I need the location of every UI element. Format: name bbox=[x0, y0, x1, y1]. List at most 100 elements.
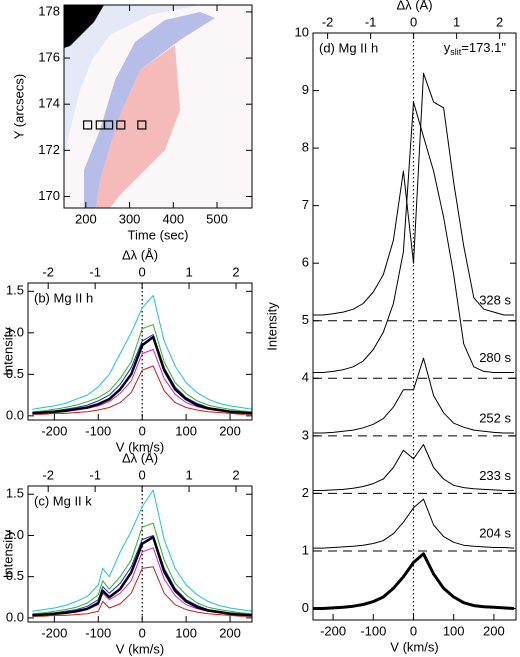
y-tick-label: 174 bbox=[38, 96, 60, 111]
plot-frame bbox=[63, 4, 253, 209]
marker bbox=[103, 120, 114, 130]
y-tick-label: 170 bbox=[38, 188, 60, 203]
map-light-blue bbox=[64, 5, 200, 160]
x-tick-label: -200 bbox=[320, 623, 346, 638]
panel-title: (c) Mg II k bbox=[34, 493, 92, 508]
y-tick-label: 0 bbox=[302, 600, 309, 615]
x-axis-title: V (km/s) bbox=[390, 639, 438, 654]
annotation-part: slit bbox=[450, 47, 461, 57]
y-tick-label: 1 bbox=[302, 542, 309, 557]
x2-axis-title: Δλ (Å) bbox=[122, 450, 158, 465]
annotation: yslit=173.1" bbox=[444, 40, 507, 57]
x-tick-label: 100 bbox=[443, 623, 465, 638]
y-tick-label: 0.0 bbox=[6, 407, 24, 422]
panel-title: (d) Mg II h bbox=[319, 40, 378, 55]
intensity-map bbox=[64, 5, 252, 208]
plot-area bbox=[313, 33, 516, 620]
y-tick-label: 5 bbox=[302, 312, 309, 327]
y-tick-label: 9 bbox=[302, 82, 309, 97]
x-tick-label: -200 bbox=[41, 423, 67, 438]
y-tick-label: 1.5 bbox=[6, 486, 24, 501]
profile-line bbox=[32, 489, 252, 612]
y-tick-label: 0.0 bbox=[6, 609, 24, 624]
x2-tick-label: 1 bbox=[185, 467, 192, 482]
y-tick-label: 0.5 bbox=[6, 568, 24, 583]
y-axis-title: Intensity bbox=[0, 529, 15, 578]
x2-tick-label: 1 bbox=[185, 264, 192, 279]
y-axis-title: Y (arcsecs) bbox=[11, 74, 26, 140]
x-tick-label: -100 bbox=[360, 623, 386, 638]
x2-tick-label: -1 bbox=[89, 467, 101, 482]
x-axis-title: V (km/s) bbox=[116, 439, 164, 454]
x-tick-label: 200 bbox=[219, 625, 241, 640]
x-tick-label: -100 bbox=[85, 423, 111, 438]
x2-tick-label: -2 bbox=[42, 264, 54, 279]
y-tick-label: 0.5 bbox=[6, 366, 24, 381]
x-axis-title: Time (sec) bbox=[128, 227, 189, 242]
x-tick-label: -200 bbox=[41, 625, 67, 640]
profile-line bbox=[313, 101, 514, 373]
plot-area bbox=[83, 120, 147, 130]
x-tick-label: 500 bbox=[206, 211, 228, 226]
x2-tick-label: 2 bbox=[232, 264, 239, 279]
series-label: 328 s bbox=[479, 292, 511, 307]
panel-title: (a) bbox=[70, 12, 86, 27]
y-tick-label: 2 bbox=[302, 485, 309, 500]
profile-line bbox=[32, 535, 252, 617]
marker bbox=[83, 120, 93, 130]
x2-tick-label: 1 bbox=[453, 14, 460, 29]
map-blue-band bbox=[84, 12, 215, 208]
y-tick-label: 172 bbox=[38, 142, 60, 157]
profile-line bbox=[313, 498, 515, 549]
y-axis-title: Intensity bbox=[0, 327, 15, 376]
profile-line bbox=[313, 357, 514, 434]
profile-line bbox=[313, 444, 514, 491]
plot-area bbox=[32, 283, 252, 420]
profile-line bbox=[32, 335, 252, 415]
y-tick-label: 6 bbox=[302, 255, 309, 270]
y-tick-label: 1.5 bbox=[6, 283, 24, 298]
marker bbox=[137, 120, 147, 130]
plot-frame bbox=[312, 32, 517, 621]
series-label: 252 s bbox=[479, 410, 511, 425]
marker bbox=[116, 120, 126, 130]
x-tick-label: 0 bbox=[139, 625, 146, 640]
x-tick-label: 0 bbox=[139, 423, 146, 438]
x-tick-label: 100 bbox=[175, 423, 197, 438]
x-tick-label: 200 bbox=[483, 623, 505, 638]
x2-tick-label: 0 bbox=[410, 14, 417, 29]
y-tick-label: 1.0 bbox=[6, 324, 24, 339]
x2-tick-label: -1 bbox=[365, 14, 377, 29]
x-tick-label: -100 bbox=[85, 625, 111, 640]
y-tick-label: 10 bbox=[295, 24, 309, 39]
x-axis-title: V (km/s) bbox=[116, 641, 164, 656]
profile-line bbox=[32, 365, 252, 415]
x2-tick-label: -1 bbox=[89, 264, 101, 279]
map-saturated bbox=[64, 5, 104, 48]
x-tick-label: 0 bbox=[410, 623, 417, 638]
series-label: 280 s bbox=[479, 350, 511, 365]
x-tick-label: 200 bbox=[75, 211, 97, 226]
x-tick-label: 300 bbox=[119, 211, 141, 226]
x2-tick-label: 0 bbox=[138, 467, 145, 482]
series-label: 204 s bbox=[479, 526, 511, 541]
x2-tick-label: -2 bbox=[42, 467, 54, 482]
x-tick-label: 200 bbox=[219, 423, 241, 438]
plot-frame bbox=[27, 485, 253, 623]
x2-tick-label: -2 bbox=[322, 14, 334, 29]
x-tick-label: 400 bbox=[162, 211, 184, 226]
plot-area bbox=[32, 486, 252, 622]
profile-line bbox=[32, 295, 252, 410]
series-label: 233 s bbox=[479, 468, 511, 483]
x2-tick-label: 2 bbox=[232, 467, 239, 482]
x-tick-label: 100 bbox=[175, 625, 197, 640]
y-tick-label: 8 bbox=[302, 140, 309, 155]
y-axis-title: Intensity bbox=[264, 302, 279, 351]
y-tick-label: 176 bbox=[38, 49, 60, 64]
y-tick-label: 4 bbox=[302, 370, 309, 385]
x2-axis-title: Δλ (Å) bbox=[396, 0, 432, 12]
panel-title: (b) Mg II h bbox=[34, 290, 93, 305]
profile-line bbox=[32, 324, 252, 413]
profile-line bbox=[313, 552, 515, 610]
annotation-part: =173.1" bbox=[461, 40, 506, 55]
